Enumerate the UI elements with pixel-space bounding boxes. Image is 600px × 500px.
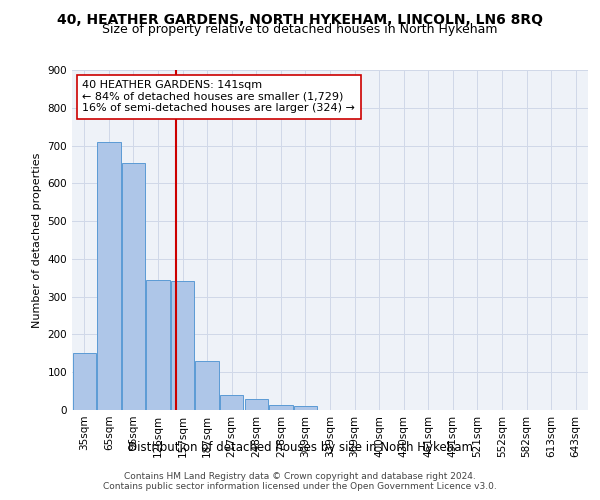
- Text: Size of property relative to detached houses in North Hykeham: Size of property relative to detached ho…: [102, 22, 498, 36]
- Bar: [73, 354, 96, 410]
- Text: Contains HM Land Registry data © Crown copyright and database right 2024.: Contains HM Land Registry data © Crown c…: [124, 472, 476, 481]
- Text: Contains public sector information licensed under the Open Government Licence v3: Contains public sector information licen…: [103, 482, 497, 491]
- Bar: [245, 400, 268, 410]
- Text: Distribution of detached houses by size in North Hykeham: Distribution of detached houses by size …: [128, 441, 473, 454]
- Bar: [97, 142, 121, 410]
- Text: 40 HEATHER GARDENS: 141sqm
← 84% of detached houses are smaller (1,729)
16% of s: 40 HEATHER GARDENS: 141sqm ← 84% of deta…: [82, 80, 355, 114]
- Y-axis label: Number of detached properties: Number of detached properties: [32, 152, 42, 328]
- Bar: [122, 164, 145, 410]
- Bar: [269, 406, 293, 410]
- Bar: [220, 395, 244, 410]
- Bar: [171, 281, 194, 410]
- Bar: [146, 280, 170, 410]
- Text: 40, HEATHER GARDENS, NORTH HYKEHAM, LINCOLN, LN6 8RQ: 40, HEATHER GARDENS, NORTH HYKEHAM, LINC…: [57, 12, 543, 26]
- Bar: [196, 361, 219, 410]
- Bar: [294, 406, 317, 410]
